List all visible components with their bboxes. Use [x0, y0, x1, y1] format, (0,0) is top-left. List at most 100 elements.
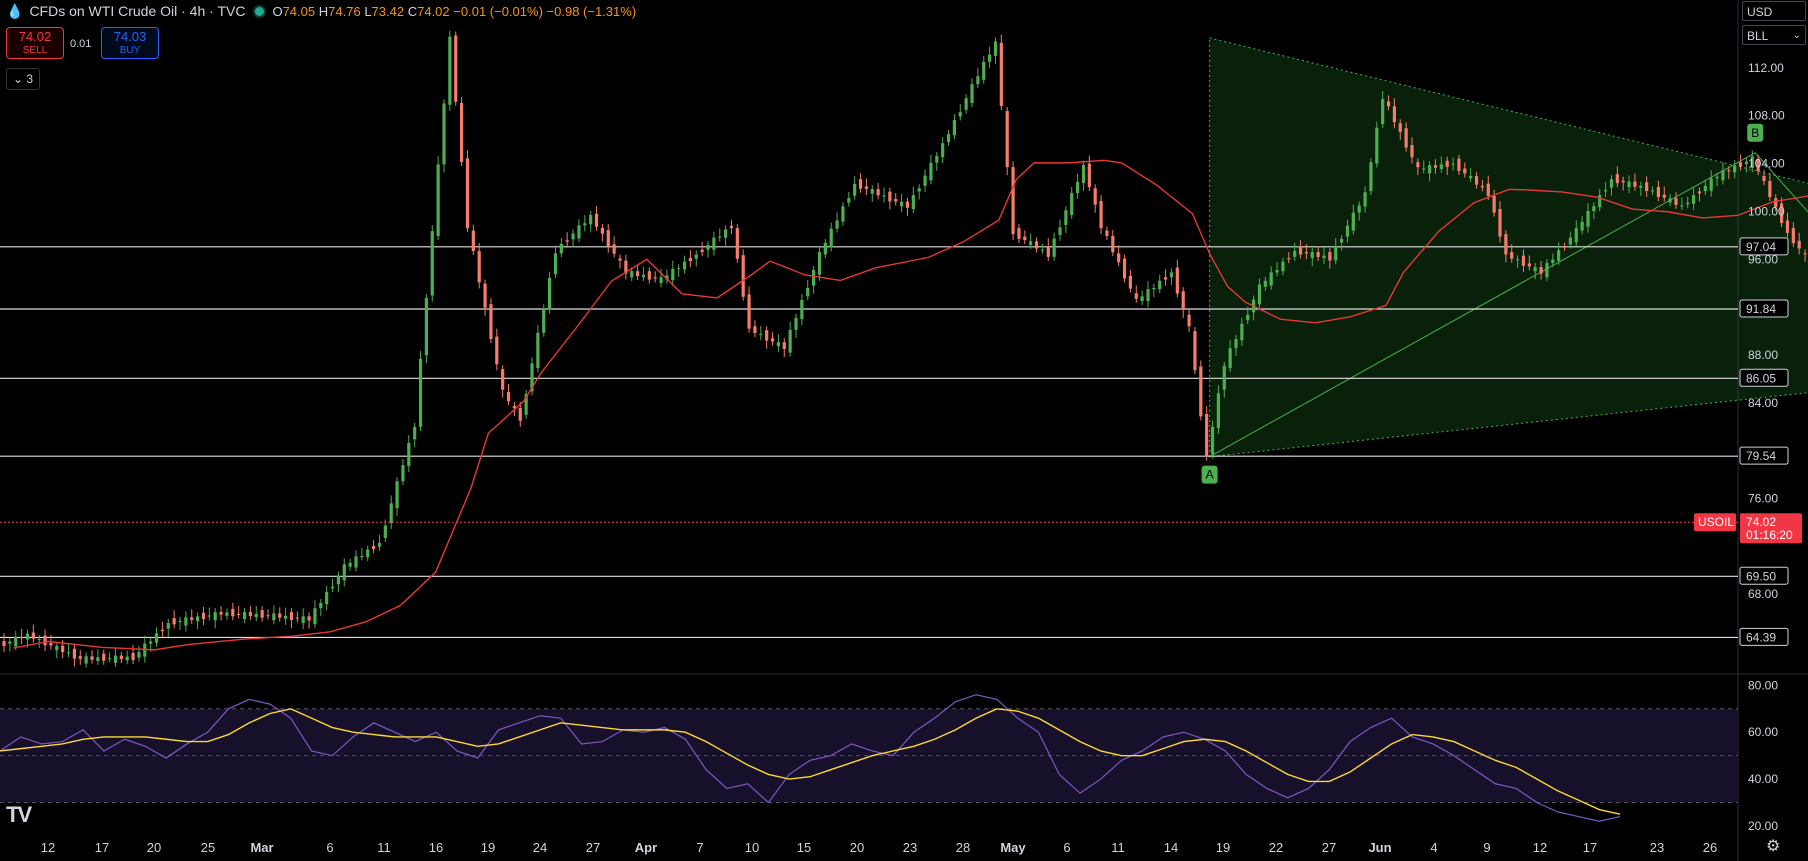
chevron-down-icon: ⌄: [12, 72, 24, 86]
candle-body: [160, 629, 164, 632]
rsi-ma-line: [0, 708, 1621, 815]
candle-body: [1275, 270, 1279, 273]
tradingview-logo[interactable]: TV: [6, 802, 32, 827]
date-tick-label: 20: [850, 840, 864, 855]
candle-body: [1592, 206, 1596, 212]
candle-body: [1791, 228, 1795, 244]
date-tick-label: May: [1000, 840, 1026, 855]
gear-icon[interactable]: ⚙: [1766, 838, 1781, 855]
candle-body: [1469, 176, 1473, 179]
level-tag: [1739, 566, 1789, 585]
currency-select[interactable]: USD: [1742, 1, 1806, 21]
candle-body: [1604, 190, 1608, 192]
candle-body: [583, 223, 587, 226]
candle-body: [653, 277, 657, 279]
date-tick-label: 19: [481, 840, 495, 855]
candle-body: [154, 633, 159, 643]
candle-body: [1697, 191, 1702, 194]
candle-body: [923, 175, 927, 186]
date-tick-label: Apr: [635, 840, 657, 855]
candle-body: [1721, 170, 1725, 181]
candle-body: [348, 562, 352, 567]
rsi-tick-label: 20.00: [1748, 819, 1778, 833]
candle-body: [1222, 365, 1226, 390]
candle-body: [284, 615, 288, 619]
candle-body: [841, 206, 845, 222]
candle-body: [993, 41, 998, 56]
candle-body: [935, 155, 939, 163]
candle-body: [1474, 176, 1479, 185]
level-tag: [1739, 368, 1789, 387]
candle-body: [1480, 185, 1484, 188]
date-tick-label: 17: [95, 840, 109, 855]
candle-body: [1234, 339, 1238, 349]
candle-body: [876, 189, 880, 196]
symbol-tag-label: USOIL: [1698, 515, 1734, 529]
candle-body: [864, 186, 868, 189]
candle-body: [782, 342, 786, 349]
candle-body: [1580, 221, 1584, 231]
date-tick-label: 16: [429, 840, 443, 855]
candle-body: [1750, 156, 1754, 167]
candle-body: [1386, 101, 1391, 107]
candle-body: [319, 603, 323, 609]
pattern-label-b: [1747, 123, 1764, 142]
price-tick-label: 100.00: [1748, 204, 1785, 218]
rsi-tick-label: 40.00: [1748, 772, 1778, 786]
candle-body: [718, 236, 722, 238]
candle-body: [553, 253, 558, 275]
candle-body: [342, 564, 346, 581]
date-tick-label: 11: [377, 840, 391, 855]
candle-body: [377, 542, 382, 547]
candle-body: [313, 608, 317, 625]
candle-body: [1128, 276, 1132, 289]
unit-select[interactable]: BLL ⌄: [1742, 25, 1806, 45]
buy-button[interactable]: 74.03 BUY: [101, 27, 159, 59]
candle-body: [835, 220, 839, 229]
candle-body: [1199, 366, 1203, 417]
symbol-title[interactable]: CFDs on WTI Crude Oil · 4h · TVC: [29, 3, 246, 19]
candle-body: [237, 613, 241, 615]
candle-body: [706, 244, 710, 250]
date-tick-label: 24: [533, 840, 547, 855]
candle-body: [366, 549, 370, 558]
candle-body: [788, 329, 792, 353]
candle-body: [1545, 263, 1549, 278]
level-label: 64.39: [1746, 630, 1776, 644]
candle-body: [1645, 182, 1649, 192]
sell-button[interactable]: 74.02 SELL: [6, 27, 64, 59]
candle-body: [254, 613, 258, 618]
candle-body: [1340, 238, 1344, 243]
candle-body: [1410, 145, 1414, 158]
candle-body: [1105, 230, 1109, 236]
candle-body: [1486, 183, 1490, 196]
candle-body: [1193, 331, 1197, 371]
candle-body: [84, 656, 88, 664]
candle-body: [66, 652, 71, 654]
date-tick-label: 12: [41, 840, 55, 855]
candle-body: [1040, 249, 1044, 251]
candle-body: [946, 134, 951, 143]
candle-body: [96, 657, 100, 661]
candle-body: [190, 617, 194, 620]
candle-body: [911, 195, 915, 210]
candle-body: [794, 317, 798, 330]
candle-body: [1686, 202, 1690, 205]
candle-body: [624, 260, 628, 274]
candle-body: [559, 243, 563, 254]
candle-body: [1087, 163, 1091, 188]
indicators-toggle-button[interactable]: ⌄ 3: [6, 68, 40, 90]
candle-body: [1768, 181, 1772, 198]
candle-body: [917, 188, 921, 192]
candle-body: [1639, 185, 1643, 188]
candle-body: [219, 612, 223, 615]
price-tick-label: 76.00: [1748, 492, 1778, 506]
date-tick-label: 11: [1111, 840, 1125, 855]
candle-body: [336, 575, 340, 585]
candle-body: [454, 35, 458, 102]
candle-body: [1351, 212, 1355, 231]
candle-body: [882, 195, 886, 197]
candle-body: [1703, 185, 1707, 192]
date-tick-label: 6: [1063, 840, 1070, 855]
